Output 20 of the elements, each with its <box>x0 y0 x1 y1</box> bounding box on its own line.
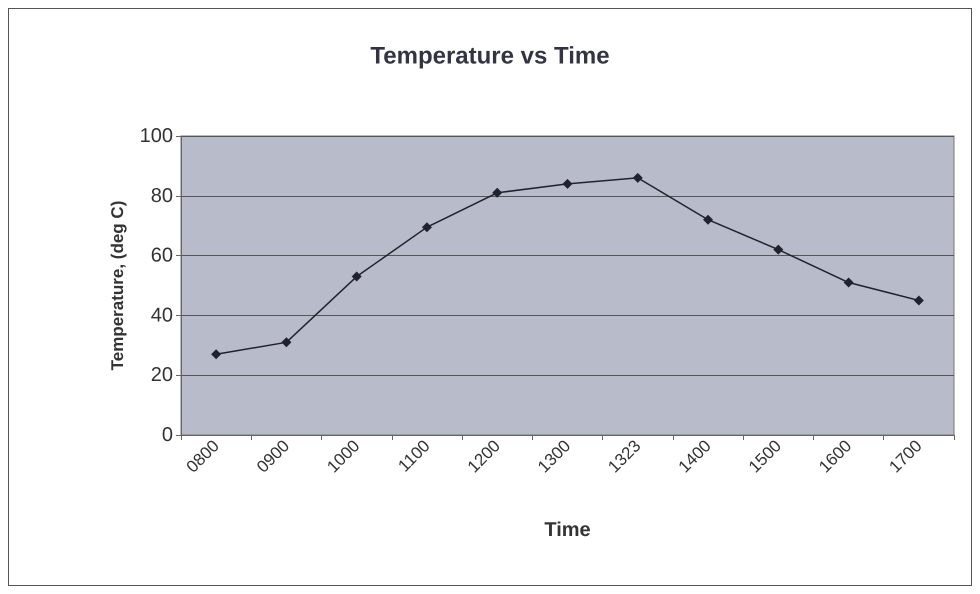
point <box>492 188 502 198</box>
point <box>562 178 572 189</box>
y-tick-label: 0 <box>162 424 173 446</box>
point <box>703 214 714 225</box>
point <box>844 278 854 288</box>
point <box>211 349 222 360</box>
y-tick-label: 80 <box>150 184 173 207</box>
point <box>352 272 362 282</box>
y-axis-title: Temperature, (deg C) <box>108 200 127 370</box>
point <box>422 222 432 232</box>
y-tick-label: 40 <box>150 304 173 326</box>
y-tick-label: 20 <box>150 364 173 386</box>
point <box>773 244 784 255</box>
point <box>632 172 643 183</box>
point <box>281 337 292 348</box>
x-axis-title: Time <box>544 519 591 541</box>
y-tick-label: 100 <box>140 125 173 147</box>
y-tick-label: 60 <box>150 244 173 267</box>
point <box>914 295 924 306</box>
chart-title: Temperature vs Time <box>370 42 610 70</box>
